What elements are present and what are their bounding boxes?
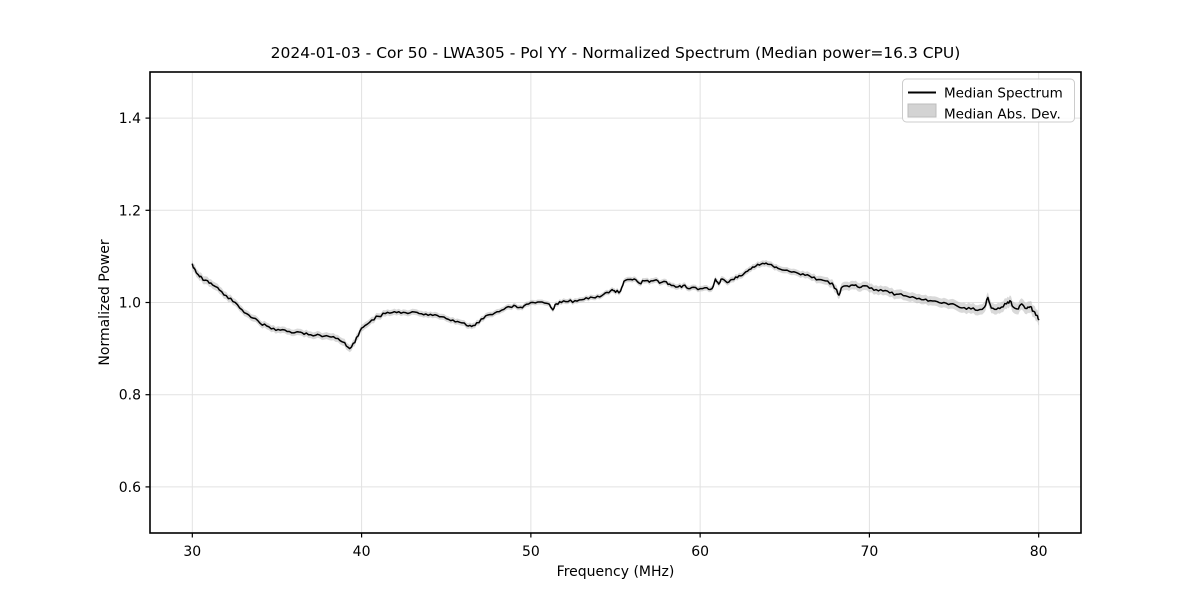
x-axis-label: Frequency (MHz) — [557, 564, 675, 580]
median-spectrum-polyline — [191, 262, 1040, 350]
x-tick-label: 50 — [522, 544, 540, 560]
y-tick-label: 1.0 — [119, 296, 141, 312]
legend-label-median-abs-dev: Median Abs. Dev. — [944, 107, 1061, 123]
legend-patch-sample — [907, 103, 937, 118]
y-tick-label: 1.2 — [119, 203, 141, 219]
y-tick-label: 0.6 — [119, 480, 141, 496]
x-tick-label: 40 — [353, 544, 371, 560]
x-tick-label: 70 — [860, 544, 878, 560]
y-tick-label: 0.8 — [119, 388, 141, 404]
legend: Median Spectrum Median Abs. Dev. — [902, 78, 1075, 123]
chart-title: 2024-01-03 - Cor 50 - LWA305 - Pol YY - … — [271, 44, 961, 62]
y-axis-label: Normalized Power — [97, 239, 113, 365]
mad-band-polygon — [192, 260, 1039, 353]
tick-layer — [145, 117, 1040, 538]
x-tick-label: 80 — [1030, 544, 1048, 560]
legend-label-median-spectrum: Median Spectrum — [944, 86, 1063, 102]
tick-label-layer: 30 40 50 60 70 80 0.6 0.8 1.0 1.2 1.4 — [119, 111, 1048, 560]
x-tick-label: 60 — [691, 544, 709, 560]
y-tick-label: 1.4 — [119, 111, 141, 127]
spectrum-line — [191, 262, 1040, 350]
x-tick-label: 30 — [183, 544, 201, 560]
mad-band — [192, 260, 1039, 353]
legend-box — [902, 78, 1075, 123]
